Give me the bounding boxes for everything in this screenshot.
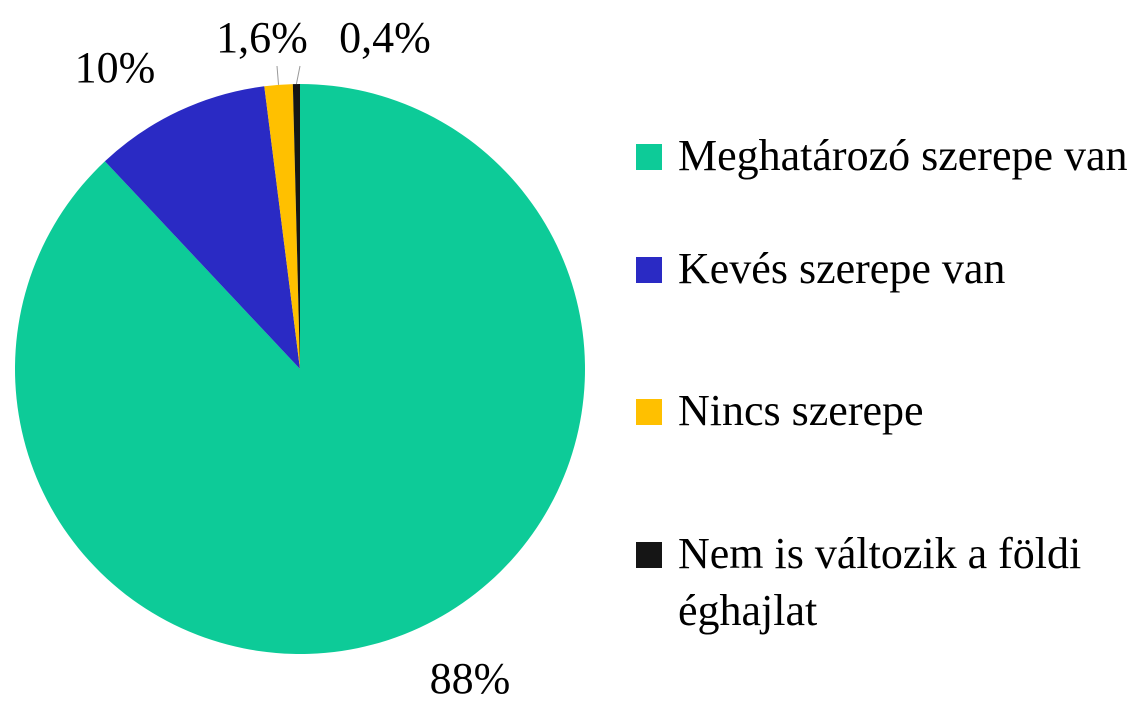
legend-swatch: [636, 542, 662, 568]
data-label: 88%: [430, 654, 511, 701]
pie-chart: 88% 10% 1,6% 0,4%: [14, 13, 586, 701]
data-label: 1,6%: [216, 13, 308, 62]
legend-swatch: [636, 257, 662, 283]
legend-swatch: [636, 144, 662, 170]
legend-swatch: [636, 399, 662, 425]
legend-entry: Kevés szerepe van: [636, 240, 1138, 297]
pie-slice: [14, 84, 586, 654]
legend-entry: Nincs szerepe: [636, 382, 1138, 439]
leader-line: [295, 65, 301, 85]
pie-slice: [292, 84, 300, 369]
data-label: 10%: [75, 43, 156, 92]
legend-entry: Nem is változik a földi éghajlat: [636, 525, 1138, 639]
legend-label: Meghatározó szerepe van: [678, 131, 1128, 180]
data-label: 0,4%: [339, 13, 431, 62]
leader-line: [276, 65, 280, 85]
pie-slice: [264, 84, 300, 370]
legend-label: Nincs szerepe: [678, 386, 924, 435]
legend-entry: Meghatározó szerepe van: [636, 127, 1138, 184]
legend-label: Kevés szerepe van: [678, 244, 1006, 293]
pie-slice: [104, 86, 300, 369]
legend-label: Nem is változik a földi éghajlat: [678, 529, 1082, 635]
